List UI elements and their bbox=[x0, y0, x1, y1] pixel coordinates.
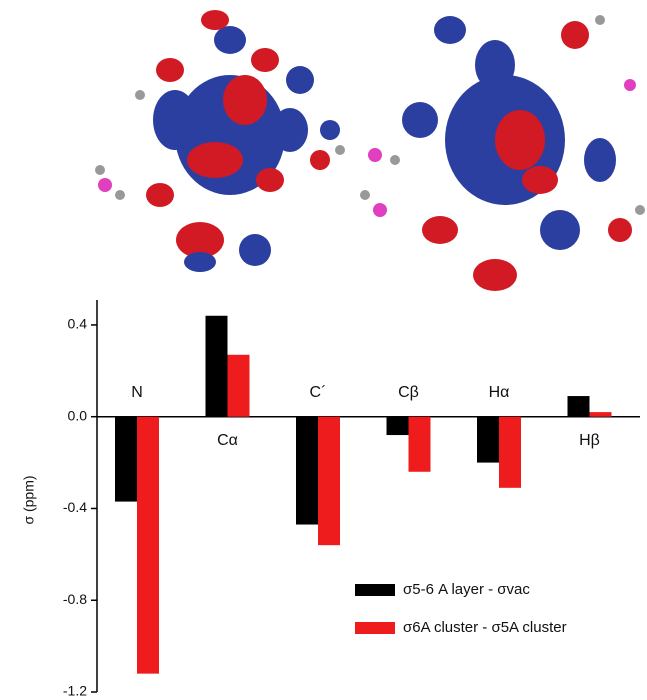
category-label: C´ bbox=[310, 384, 327, 401]
y-tick-label: -0.4 bbox=[63, 499, 87, 515]
bar bbox=[477, 417, 499, 463]
molecular-cluster-image bbox=[95, 10, 645, 291]
bar bbox=[137, 417, 159, 674]
category-label: N bbox=[131, 384, 143, 401]
y-axis-label: σ (ppm) bbox=[21, 475, 37, 524]
bar bbox=[318, 417, 340, 545]
figure: σ (ppm) 0.4 0.0 -0.4 -0.8 -1.2 N Cα C´ Cβ Hα Hβ σ5-… bbox=[0, 0, 647, 700]
cluster-right bbox=[360, 15, 645, 291]
category-label: Cβ bbox=[398, 384, 419, 401]
legend-swatch bbox=[355, 622, 395, 634]
y-tick-label: -1.2 bbox=[63, 683, 87, 699]
bar bbox=[590, 412, 612, 417]
y-tick-label: -0.8 bbox=[63, 591, 87, 607]
category-label: Hβ bbox=[579, 432, 600, 449]
category-label: Hα bbox=[489, 384, 510, 401]
bar bbox=[499, 417, 521, 488]
y-tick-label: 0.0 bbox=[68, 407, 88, 423]
bar bbox=[409, 417, 431, 472]
y-tick-label: 0.4 bbox=[68, 316, 88, 332]
cluster-left bbox=[95, 10, 345, 272]
legend-label: σ6A cluster - σ5A cluster bbox=[403, 619, 567, 636]
bar bbox=[228, 355, 250, 417]
bar bbox=[206, 316, 228, 417]
legend-label: σ5-6 A layer - σvac bbox=[403, 581, 530, 598]
bar bbox=[115, 417, 137, 502]
bar bbox=[387, 417, 409, 435]
category-label: Cα bbox=[217, 432, 238, 449]
legend-swatch bbox=[355, 584, 395, 596]
bar bbox=[568, 396, 590, 417]
bar bbox=[296, 417, 318, 525]
page: {"chart_data": {"type": "bar", "y_label"… bbox=[0, 0, 647, 700]
